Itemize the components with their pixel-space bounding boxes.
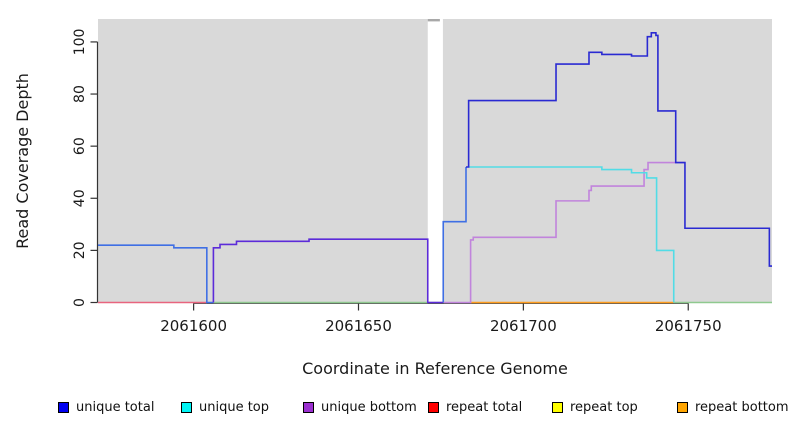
- legend-label: repeat bottom: [695, 399, 789, 415]
- y-tick-label: 20: [72, 241, 88, 259]
- legend-label: unique total: [76, 399, 155, 415]
- legend-label: repeat total: [446, 399, 523, 415]
- legend-item-repeat-bottom: repeat bottom: [677, 397, 789, 417]
- legend-swatch-icon: [181, 401, 192, 413]
- chart-layers: 0 20 40 60 80 100 2061600 2061650 2061700 2061750: [72, 19, 772, 335]
- legend-item-repeat-top: repeat top: [552, 397, 638, 417]
- y-axis-title: Read Coverage Depth: [13, 73, 32, 249]
- y-tick-label: 40: [72, 189, 88, 207]
- y-tick-label: 100: [72, 29, 88, 56]
- y-tick-label: 60: [72, 137, 88, 155]
- legend-swatch-icon: [58, 401, 69, 413]
- series-unique-total-left: [98, 244, 214, 304]
- legend-item-unique-bottom: unique bottom: [303, 397, 417, 417]
- y-tick-label: 80: [72, 85, 88, 103]
- series-unique-top: [468, 166, 675, 303]
- x-tick-label: 2061600: [160, 317, 227, 335]
- series-unique-total-rise: [442, 167, 467, 303]
- series-unique-bottom-left: [212, 238, 443, 304]
- legend-label: unique bottom: [321, 399, 417, 415]
- x-tick-label: 2061750: [655, 317, 722, 335]
- x-tick-label: 2061650: [325, 317, 392, 335]
- legend-label: unique top: [199, 399, 270, 415]
- coverage-gap-region: [427, 19, 443, 302]
- legend-label: repeat top: [570, 399, 638, 415]
- coverage-gap-cap: [427, 19, 440, 22]
- series-unique-bottom-right: [443, 161, 685, 304]
- y-tick-label: 0: [72, 298, 88, 307]
- legend-swatch-icon: [677, 401, 688, 413]
- legend: unique total unique top unique bottom repea…: [0, 397, 792, 427]
- legend-swatch-icon: [303, 401, 314, 413]
- x-axis-title: Coordinate in Reference Genome: [302, 359, 568, 378]
- legend-item-repeat-total: repeat total: [428, 397, 522, 417]
- legend-swatch-icon: [552, 401, 563, 413]
- x-tick-label: 2061700: [490, 317, 557, 335]
- legend-swatch-icon: [428, 401, 439, 413]
- legend-item-unique-total: unique total: [58, 397, 154, 417]
- series-unique-total-right: [466, 32, 772, 267]
- legend-item-unique-top: unique top: [181, 397, 269, 417]
- chart-svg: 0 20 40 60 80 100 2061600 2061650 2061700 2061750…: [13, 19, 772, 378]
